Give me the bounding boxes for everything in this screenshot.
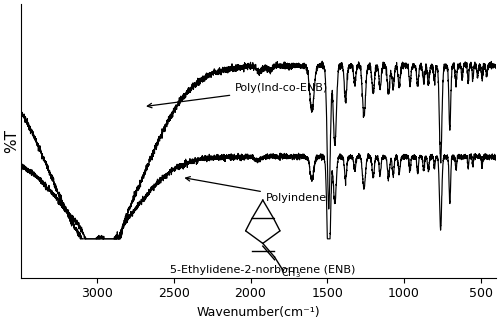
Text: CH$_3$: CH$_3$ — [281, 266, 301, 280]
Text: Poly(Ind-co-ENB): Poly(Ind-co-ENB) — [148, 83, 328, 108]
Text: 5-Ethylidene-2-norbornene (ENB): 5-Ethylidene-2-norbornene (ENB) — [170, 265, 356, 275]
Text: Polyindene: Polyindene — [186, 177, 327, 203]
Y-axis label: %T: %T — [4, 129, 19, 153]
X-axis label: Wavenumber(cm⁻¹): Wavenumber(cm⁻¹) — [196, 306, 320, 319]
